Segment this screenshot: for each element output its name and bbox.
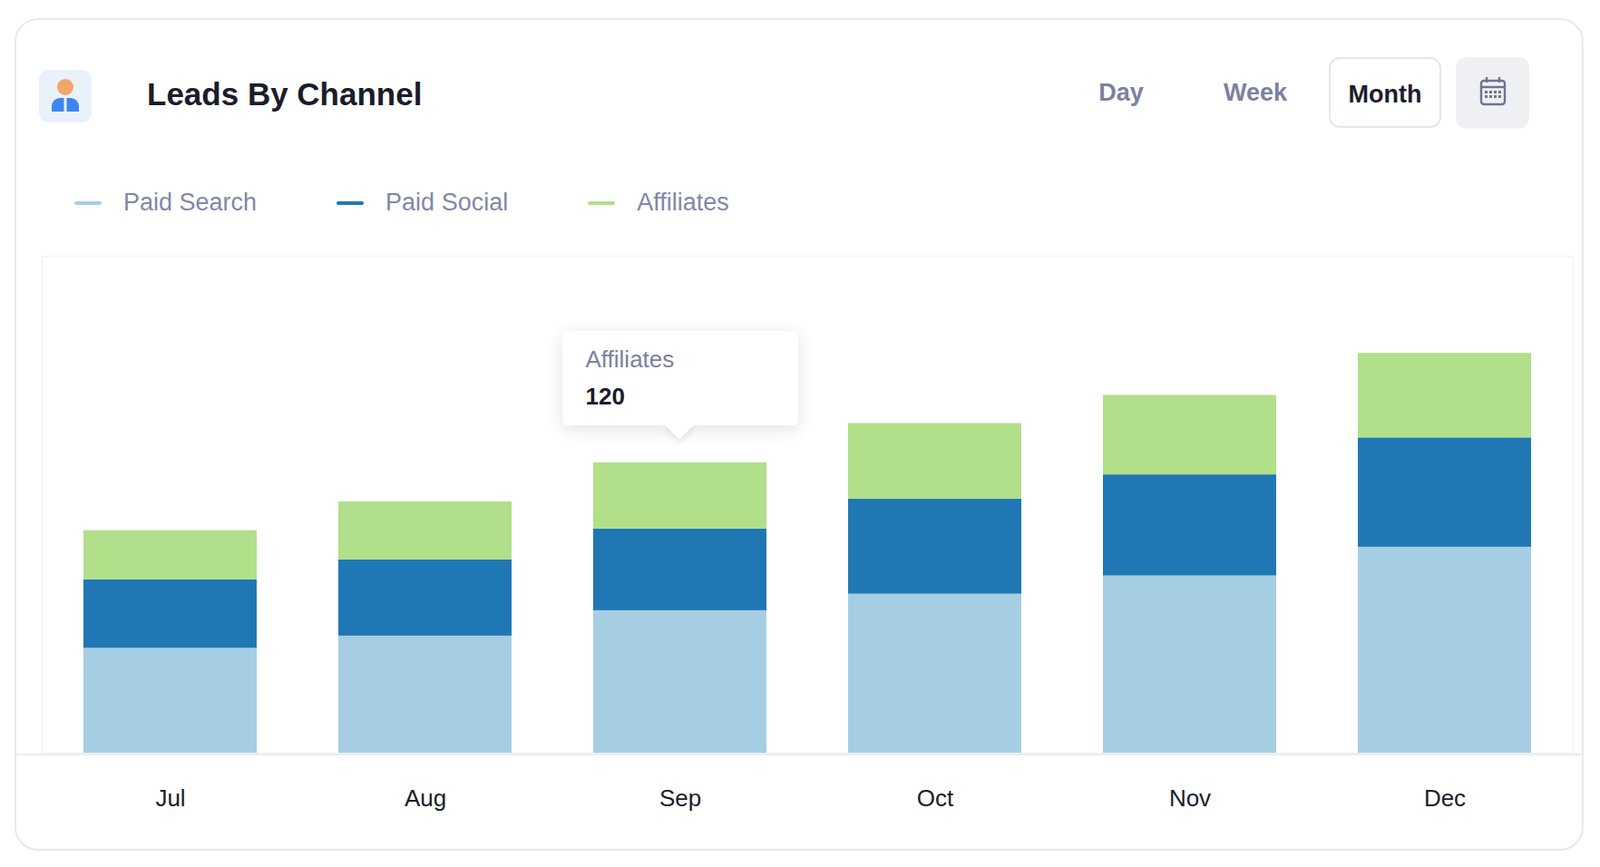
html-text:Month: Month <box>1348 80 1422 108</box>
svg-text:Nov: Nov <box>1169 784 1211 812</box>
html-text:120: 120 <box>585 382 625 410</box>
svg-text:Aug: Aug <box>404 784 447 812</box>
html-text:Week: Week <box>1223 78 1288 107</box>
html-text:Affiliates: Affiliates <box>636 188 730 216</box>
svg-text:Jul: Jul <box>155 784 186 812</box>
html-text:Day: Day <box>1098 78 1144 107</box>
svg-text:Oct: Oct <box>917 784 955 812</box>
html-text:Leads By Channel: Leads By Channel <box>146 76 423 112</box>
svg-text:Sep: Sep <box>659 784 702 812</box>
html-text:Paid Search: Paid Search <box>123 188 257 216</box>
html-text:Paid Social: Paid Social <box>385 188 509 216</box>
html-text:Affiliates: Affiliates <box>585 345 675 373</box>
svg-text:Dec: Dec <box>1424 784 1466 812</box>
